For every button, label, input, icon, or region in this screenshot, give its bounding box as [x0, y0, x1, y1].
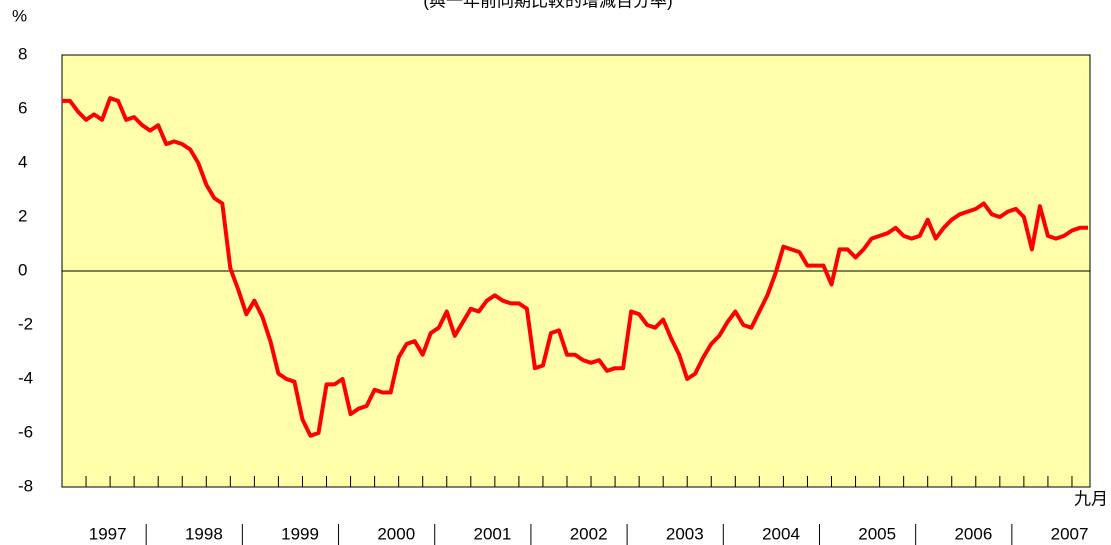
x-tick-label: 2001 [474, 524, 512, 543]
x-tick-label: 2002 [570, 524, 608, 543]
y-tick-label: 8 [18, 44, 27, 63]
y-tick-label: 0 [18, 260, 27, 279]
y-tick-label: 2 [18, 206, 27, 225]
end-label: 九月 [1074, 489, 1108, 508]
chart-title: (與一年前同期比較的增減百分率) [423, 0, 672, 10]
y-tick-label: -8 [18, 476, 33, 495]
x-tick-label: 2004 [762, 524, 800, 543]
y-tick-label: -2 [18, 314, 33, 333]
x-tick-label: 2007 [1051, 524, 1089, 543]
y-tick-label: 6 [18, 98, 27, 117]
data-line [62, 96, 1088, 438]
x-tick-label: 2000 [377, 524, 415, 543]
x-tick-label: 1997 [89, 524, 127, 543]
x-tick-label: 1999 [281, 524, 319, 543]
x-tick-label: 2003 [666, 524, 704, 543]
y-tick-label: -6 [18, 422, 33, 441]
y-unit: % [12, 6, 27, 25]
x-tick-label: 1998 [185, 524, 223, 543]
y-tick-label: -4 [18, 368, 33, 387]
y-tick-label: 4 [18, 152, 27, 171]
x-tick-label: 2005 [858, 524, 896, 543]
x-tick-label: 2006 [954, 524, 992, 543]
